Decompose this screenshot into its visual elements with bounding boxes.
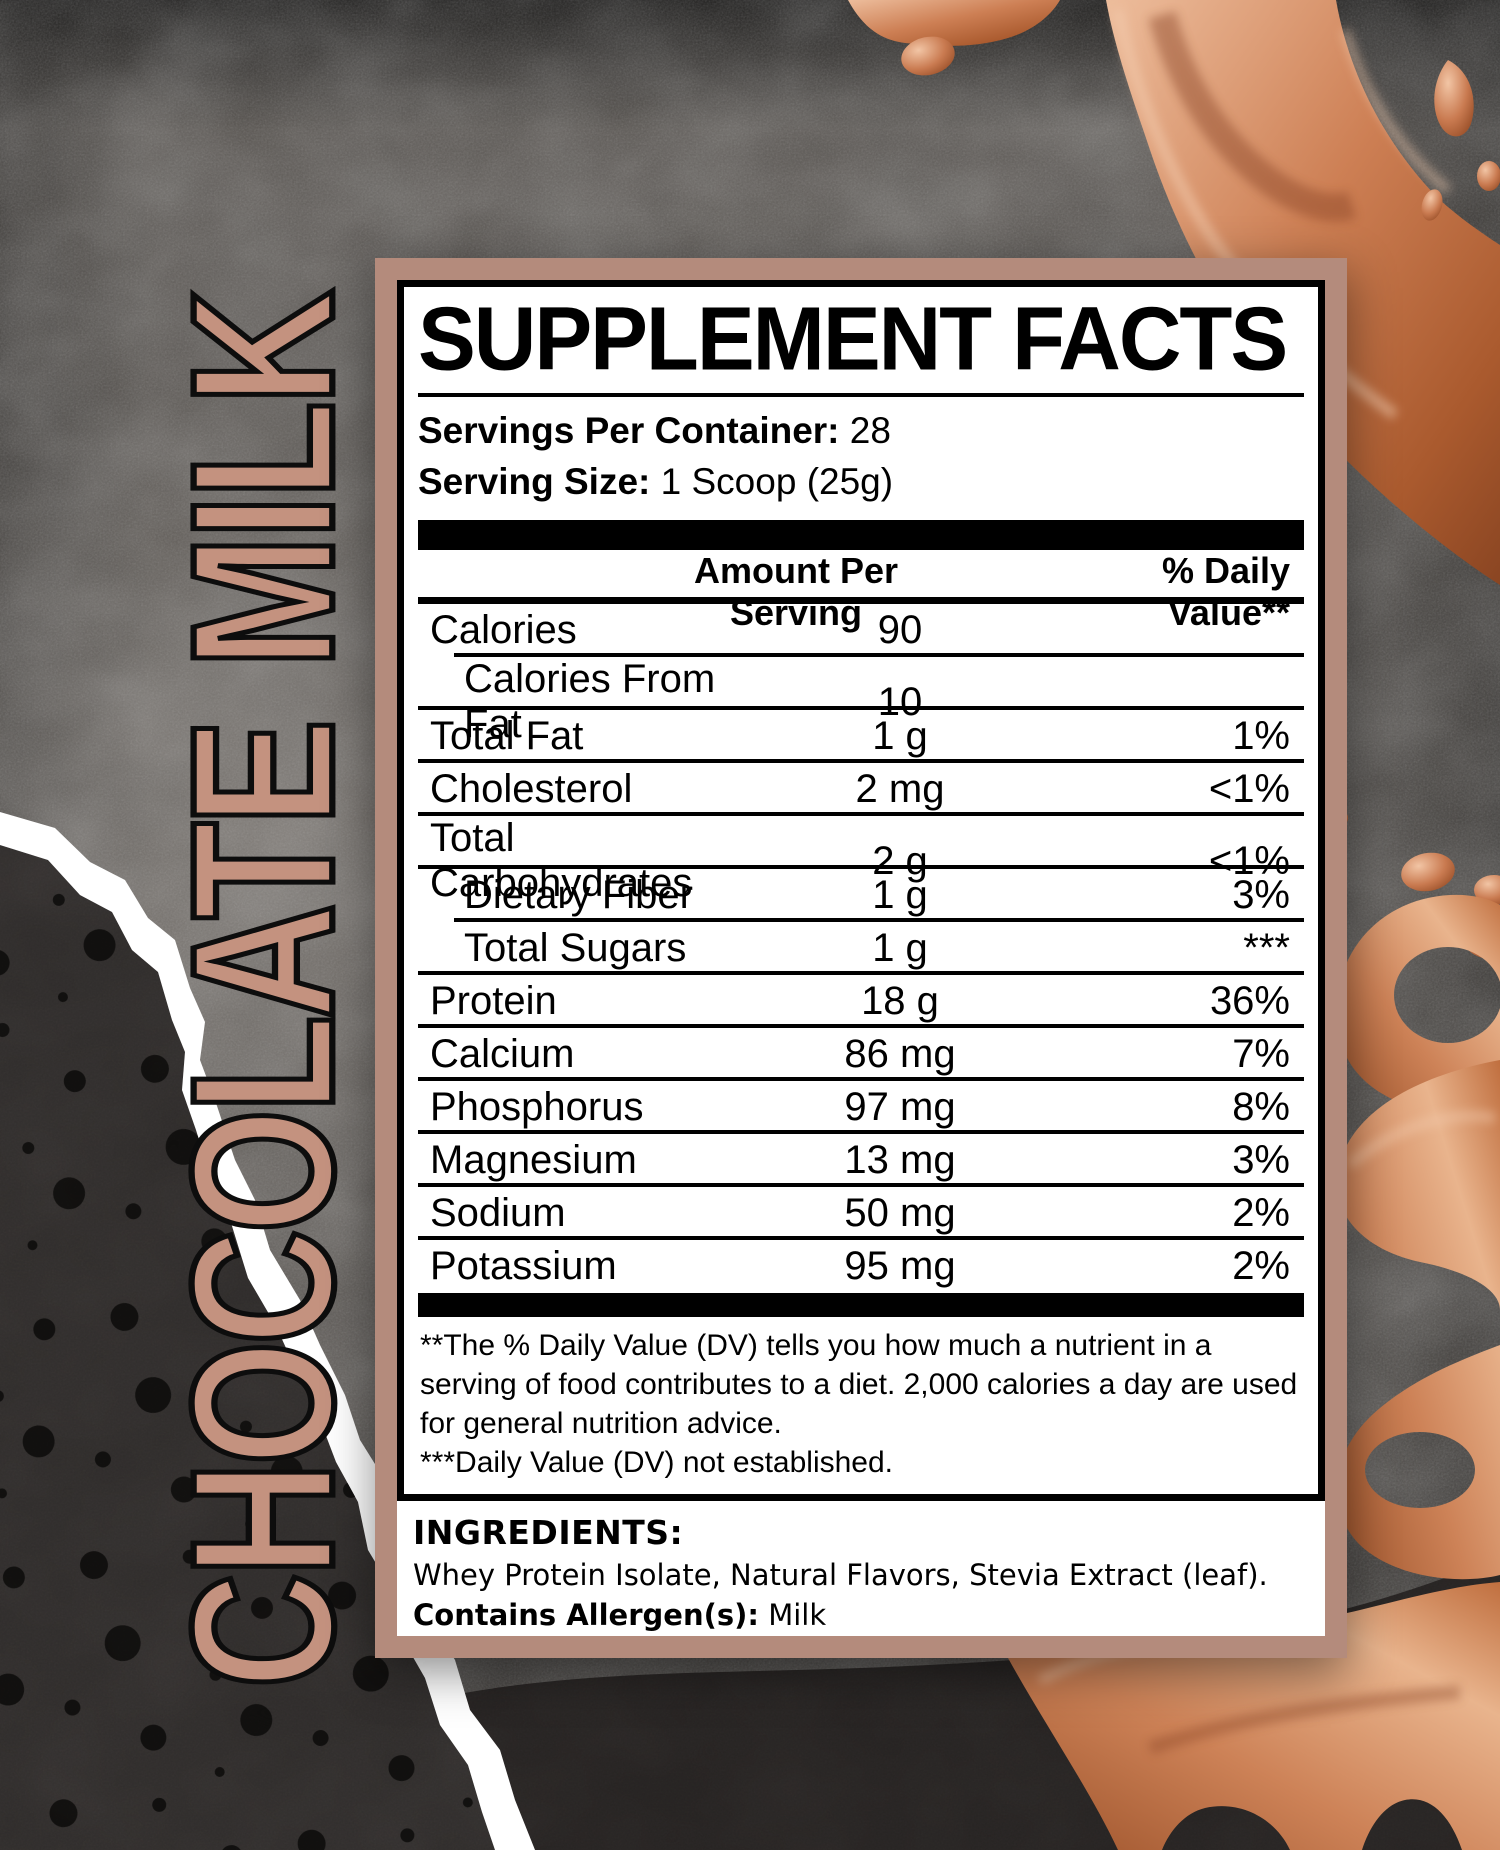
table-row: Sodium 50 mg 2% bbox=[418, 1187, 1304, 1240]
daily-value-footnote: **The % Daily Value (DV) tells you how m… bbox=[420, 1329, 1298, 1440]
table-row: Calories 90 bbox=[418, 604, 1304, 657]
nutrient-amount: 10 bbox=[877, 679, 923, 724]
table-row: Calories From Fat 10 bbox=[418, 657, 1304, 746]
allergen-value: Milk bbox=[768, 1598, 827, 1632]
nutrient-name: Dietary Fiber bbox=[464, 873, 693, 917]
nutrient-name: Potassium bbox=[430, 1244, 617, 1288]
flavor-name-vertical: CHOCOLATE MILK bbox=[147, 291, 378, 1691]
nutrient-dv: 7% bbox=[1232, 1032, 1290, 1076]
table-header: Amount Per Serving % Daily Value** bbox=[418, 550, 1304, 633]
serving-size-label: Serving Size: bbox=[418, 461, 651, 502]
nutrient-amount: 2 mg bbox=[855, 767, 945, 811]
ingredients-list: Whey Protein Isolate, Natural Flavors, S… bbox=[413, 1558, 1268, 1592]
nutrient-dv: 3% bbox=[1232, 1138, 1290, 1182]
table-row: Protein 18 g 36% bbox=[418, 975, 1304, 1028]
table-row: Total Carbohydrates 2 g <1% bbox=[418, 816, 1304, 905]
allergen-statement: Contains Allergen(s): Milk bbox=[413, 1595, 1309, 1635]
nutrient-name: Magnesium bbox=[430, 1138, 637, 1182]
nutrient-amount: 1 g bbox=[872, 714, 928, 758]
nutrient-name: Cholesterol bbox=[430, 767, 633, 811]
nutrient-dv: 2% bbox=[1232, 1244, 1290, 1288]
nutrient-amount: 90 bbox=[877, 608, 923, 652]
nutrient-name: Phosphorus bbox=[430, 1085, 644, 1129]
right-crown-splash bbox=[1335, 894, 1500, 1580]
not-established-footnote: ***Daily Value (DV) not established. bbox=[420, 1446, 894, 1479]
ingredients-heading: INGREDIENTS: bbox=[413, 1513, 684, 1552]
supplement-facts-panel: SUPPLEMENT FACTS Servings Per Container:… bbox=[375, 258, 1347, 1658]
nutrient-amount: 1 g bbox=[872, 926, 928, 970]
nutrient-dv: 3% bbox=[1232, 873, 1290, 917]
panel-title: SUPPLEMENT FACTS bbox=[418, 289, 1288, 390]
divider-bar-bottom bbox=[418, 1293, 1304, 1317]
serving-size: Serving Size: 1 Scoop (25g) bbox=[418, 456, 1304, 507]
nutrient-amount: 50 mg bbox=[844, 1191, 956, 1235]
facts-box: SUPPLEMENT FACTS Servings Per Container:… bbox=[397, 280, 1325, 1501]
nutrient-name: Protein bbox=[430, 979, 557, 1023]
table-row: Magnesium 13 mg 3% bbox=[418, 1134, 1304, 1187]
nutrient-amount: 86 mg bbox=[844, 1032, 956, 1076]
footnotes: **The % Daily Value (DV) tells you how m… bbox=[418, 1317, 1304, 1494]
nutrient-name: Total Sugars bbox=[464, 926, 687, 970]
nutrient-dv: *** bbox=[1243, 926, 1290, 970]
table-row: Total Fat 1 g 1% bbox=[418, 710, 1304, 763]
servings-value: 28 bbox=[849, 410, 891, 451]
nutrient-amount: 2 g bbox=[872, 838, 928, 883]
nutrient-amount: 18 g bbox=[861, 979, 939, 1023]
table-row: Potassium 95 mg 2% bbox=[418, 1240, 1304, 1293]
nutrient-dv: 2% bbox=[1232, 1191, 1290, 1235]
nutrient-name: Sodium bbox=[430, 1191, 566, 1235]
servings-per-container: Servings Per Container: 28 bbox=[418, 405, 1304, 456]
divider-bar-top bbox=[418, 520, 1304, 550]
nutrient-dv: <1% bbox=[1208, 767, 1290, 811]
nutrient-dv: 1% bbox=[1232, 714, 1290, 758]
table-row: Phosphorus 97 mg 8% bbox=[418, 1081, 1304, 1134]
nutrient-amount: 13 mg bbox=[844, 1138, 956, 1182]
ingredients-section: INGREDIENTS: Whey Protein Isolate, Natur… bbox=[397, 1501, 1325, 1643]
nutrient-dv: 36% bbox=[1209, 979, 1290, 1023]
servings-label: Servings Per Container: bbox=[418, 410, 840, 451]
nutrient-amount: 97 mg bbox=[844, 1085, 956, 1129]
nutrient-name: Total Fat bbox=[430, 714, 584, 758]
table-row: Cholesterol 2 mg <1% bbox=[418, 763, 1304, 816]
nutrient-dv: 8% bbox=[1232, 1085, 1290, 1129]
nutrient-name: Calcium bbox=[430, 1032, 575, 1076]
panel-inner: SUPPLEMENT FACTS Servings Per Container:… bbox=[397, 280, 1325, 1636]
title-rule bbox=[418, 393, 1304, 397]
nutrient-amount: 95 mg bbox=[844, 1244, 956, 1288]
table-row: Dietary Fiber 1 g 3% bbox=[418, 869, 1304, 922]
allergen-label: Contains Allergen(s): bbox=[413, 1598, 759, 1632]
nutrient-dv: <1% bbox=[1208, 838, 1290, 883]
table-row: Total Sugars 1 g *** bbox=[418, 922, 1304, 975]
table-row: Calcium 86 mg 7% bbox=[418, 1028, 1304, 1081]
serving-size-value: 1 Scoop (25g) bbox=[660, 461, 894, 502]
nutrient-name: Calories From Fat bbox=[464, 657, 716, 746]
nutrient-name: Calories bbox=[430, 608, 577, 652]
nutrient-amount: 1 g bbox=[872, 873, 928, 917]
